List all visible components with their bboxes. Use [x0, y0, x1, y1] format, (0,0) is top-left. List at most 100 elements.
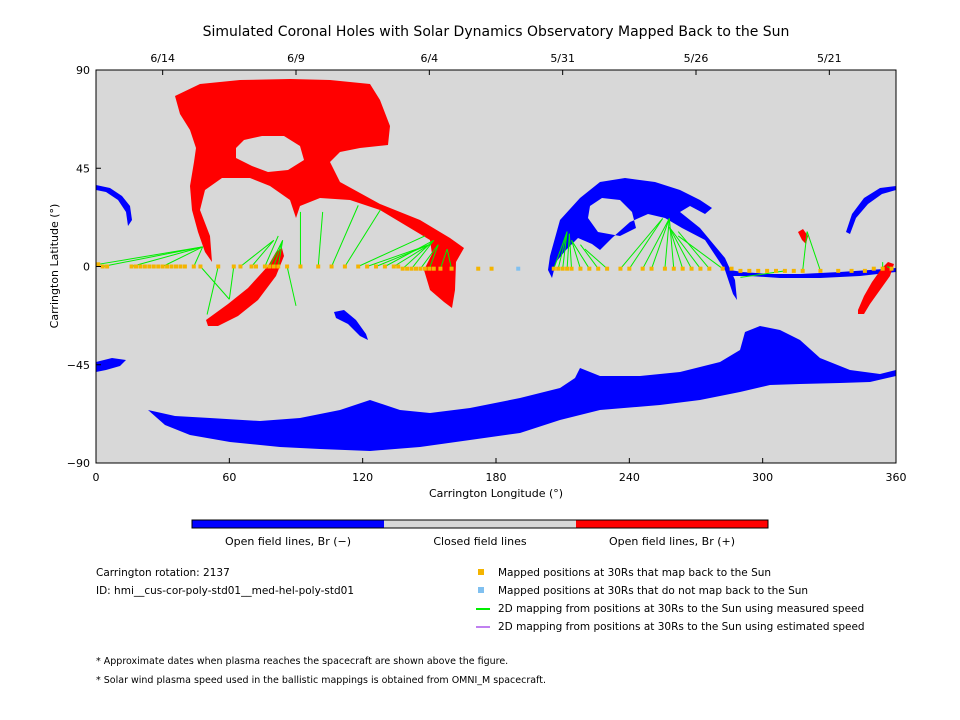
- mapping-line: [193, 246, 204, 267]
- mapping-line: [393, 244, 430, 267]
- mapping-line: [358, 235, 426, 267]
- mapped-point: [285, 264, 290, 269]
- top-date-label: 6/9: [287, 52, 305, 65]
- legend-measured-label: 2D mapping from positions at 30Rs to the…: [498, 603, 865, 615]
- colorbar-frame: [191, 519, 769, 529]
- x-tick-label: 240: [619, 471, 640, 484]
- top-date-label: 6/4: [420, 52, 438, 65]
- mapped-point: [400, 266, 405, 271]
- mapping-line: [240, 239, 275, 267]
- mapped-point: [720, 266, 725, 271]
- mapped-point: [774, 268, 778, 273]
- mapped-point: [169, 264, 174, 269]
- mapping-line: [131, 246, 203, 267]
- mapped-point: [316, 264, 321, 269]
- mapped-point: [238, 264, 243, 269]
- unmapped-points: [516, 266, 521, 271]
- mapping-line: [568, 233, 573, 269]
- mapped-point: [605, 266, 610, 271]
- mapped-point: [836, 268, 841, 273]
- carrington-rotation: Carrington rotation: 2137: [96, 567, 230, 579]
- mapped-point: [178, 264, 183, 269]
- top-date-axis: 6/14 6/9 6/4 5/31 5/26 5/21: [150, 52, 842, 75]
- mapped-point: [889, 266, 894, 271]
- mapped-point: [640, 266, 645, 271]
- mapped-point: [365, 264, 370, 269]
- mapped-point: [147, 264, 152, 269]
- x-tick-label: 60: [222, 471, 236, 484]
- mapped-point: [105, 264, 110, 269]
- mapping-line: [557, 231, 568, 269]
- y-tick-label: 0: [83, 261, 90, 274]
- mapped-point: [556, 266, 561, 271]
- mapped-point: [662, 266, 667, 271]
- legend-estimated-line-icon: [476, 626, 490, 628]
- x-tick-label: 180: [486, 471, 507, 484]
- mapped-point: [800, 268, 805, 273]
- blue-small-patch: [334, 310, 368, 340]
- mapped-point: [254, 264, 258, 269]
- mapping-line: [420, 244, 439, 269]
- mapped-point: [396, 264, 401, 269]
- mapped-point: [880, 266, 885, 271]
- mapped-point: [818, 268, 823, 273]
- mapping-line: [384, 239, 435, 267]
- mapped-point: [409, 266, 414, 271]
- mapped-point: [156, 264, 161, 269]
- mapped-point: [862, 268, 867, 273]
- mapped-point: [249, 264, 254, 269]
- model-id: ID: hmi__cus-cor-poly-std01__med-hel-pol…: [96, 585, 355, 597]
- mapped-point: [356, 264, 361, 269]
- mapping-line: [651, 218, 670, 269]
- mapping-line: [439, 248, 448, 269]
- top-date-label: 5/31: [550, 52, 575, 65]
- mapped-point: [142, 264, 147, 269]
- mapping-line: [562, 231, 568, 269]
- x-tick-label: 300: [752, 471, 773, 484]
- mapped-point: [422, 266, 427, 271]
- mapped-point: [427, 266, 432, 271]
- mapped-point: [298, 264, 303, 269]
- mapping-line: [580, 244, 599, 269]
- mapping-line: [411, 239, 435, 269]
- mapped-point: [565, 266, 570, 271]
- blue-middle-hole: [548, 178, 737, 300]
- mapped-point: [627, 266, 632, 271]
- mapping-line: [162, 246, 203, 267]
- mapping-line: [268, 240, 284, 267]
- mapped-point: [405, 266, 410, 271]
- top-date-label: 5/26: [684, 52, 709, 65]
- colorbar-label-positive: Open field lines, Br (+): [609, 535, 735, 548]
- mapping-line: [620, 218, 664, 270]
- mapped-point: [560, 266, 565, 271]
- mapping-line: [251, 239, 275, 267]
- mapped-point: [738, 268, 743, 273]
- mapped-point: [151, 264, 156, 269]
- mapping-line: [317, 211, 324, 267]
- legend-unmapped-square-icon: [478, 587, 484, 593]
- mapped-point: [707, 266, 712, 271]
- legend-measured-line-icon: [476, 608, 490, 610]
- mapping-line: [642, 218, 670, 269]
- y-tick-label: 45: [76, 162, 90, 175]
- mapped-point: [262, 264, 267, 269]
- red-southwest-streak: [206, 248, 284, 326]
- mapping-line: [664, 218, 670, 269]
- x-tick-label: 0: [93, 471, 100, 484]
- mapping-line: [228, 266, 235, 300]
- mapping-line: [584, 248, 608, 270]
- mapping-line: [273, 240, 284, 267]
- mapped-point: [276, 264, 281, 269]
- mapped-point: [418, 266, 423, 271]
- mapped-point: [271, 264, 276, 269]
- legend-estimated-label: 2D mapping from positions at 30Rs to the…: [498, 621, 865, 633]
- mapping-line: [375, 244, 430, 267]
- mapped-point: [216, 264, 221, 269]
- colorbar-negative: [192, 520, 384, 528]
- mapped-point: [671, 266, 676, 271]
- mapping-line: [677, 235, 723, 270]
- mapped-point: [449, 266, 454, 271]
- mapped-point: [160, 264, 165, 269]
- y-axis-label: Carrington Latitude (°): [48, 204, 61, 329]
- y-tick-label: −90: [67, 457, 90, 470]
